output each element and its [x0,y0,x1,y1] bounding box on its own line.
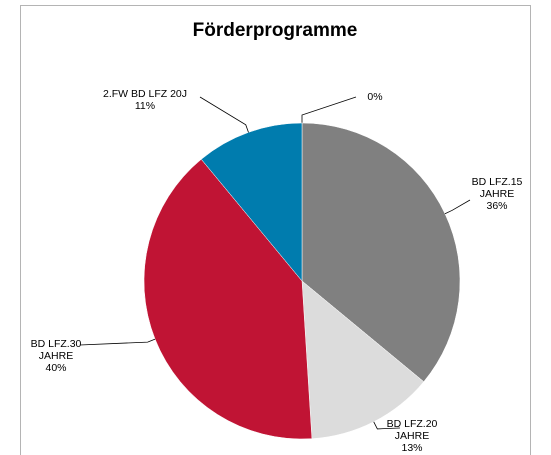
pie-slice [200,122,303,282]
category-label: BD LFZ.20 JAHRE [386,418,438,442]
value-label: 40% [45,362,67,374]
data-label: 2.FW BD LFZ 20J 11% [100,88,190,112]
value-label: 0% [367,91,383,103]
category-label: BD LFZ.30 JAHRE [30,338,82,362]
value-label: 13% [401,442,423,454]
pie-slice [301,280,425,439]
data-label: 0% [330,91,420,103]
pie-slice [301,122,461,383]
value-label: 36% [486,200,508,212]
value-label: 11% [134,100,156,112]
leader-line [301,96,357,123]
data-label: BD LFZ.20 JAHRE 13% [367,418,457,454]
category-label: BD LFZ.15 JAHRE [471,176,523,200]
data-label: BD LFZ.30 JAHRE 40% [11,338,101,374]
leader-line [199,96,249,133]
pie-slice [143,158,313,440]
category-label: 2.FW BD LFZ 20J [102,88,187,100]
chart-title: Förderprogramme [192,20,358,41]
leader-line [79,338,156,346]
leader-line [444,199,471,215]
leader-line [373,421,401,430]
data-label: BD LFZ.15 JAHRE 36% [452,176,542,212]
